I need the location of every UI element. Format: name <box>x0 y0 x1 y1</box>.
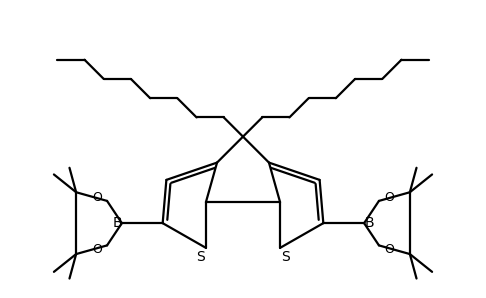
Text: B: B <box>364 216 374 230</box>
Text: S: S <box>197 249 206 263</box>
Text: O: O <box>384 243 394 256</box>
Text: O: O <box>384 191 394 204</box>
Text: B: B <box>112 216 122 230</box>
Text: O: O <box>92 243 102 256</box>
Text: S: S <box>280 249 289 263</box>
Text: O: O <box>92 191 102 204</box>
